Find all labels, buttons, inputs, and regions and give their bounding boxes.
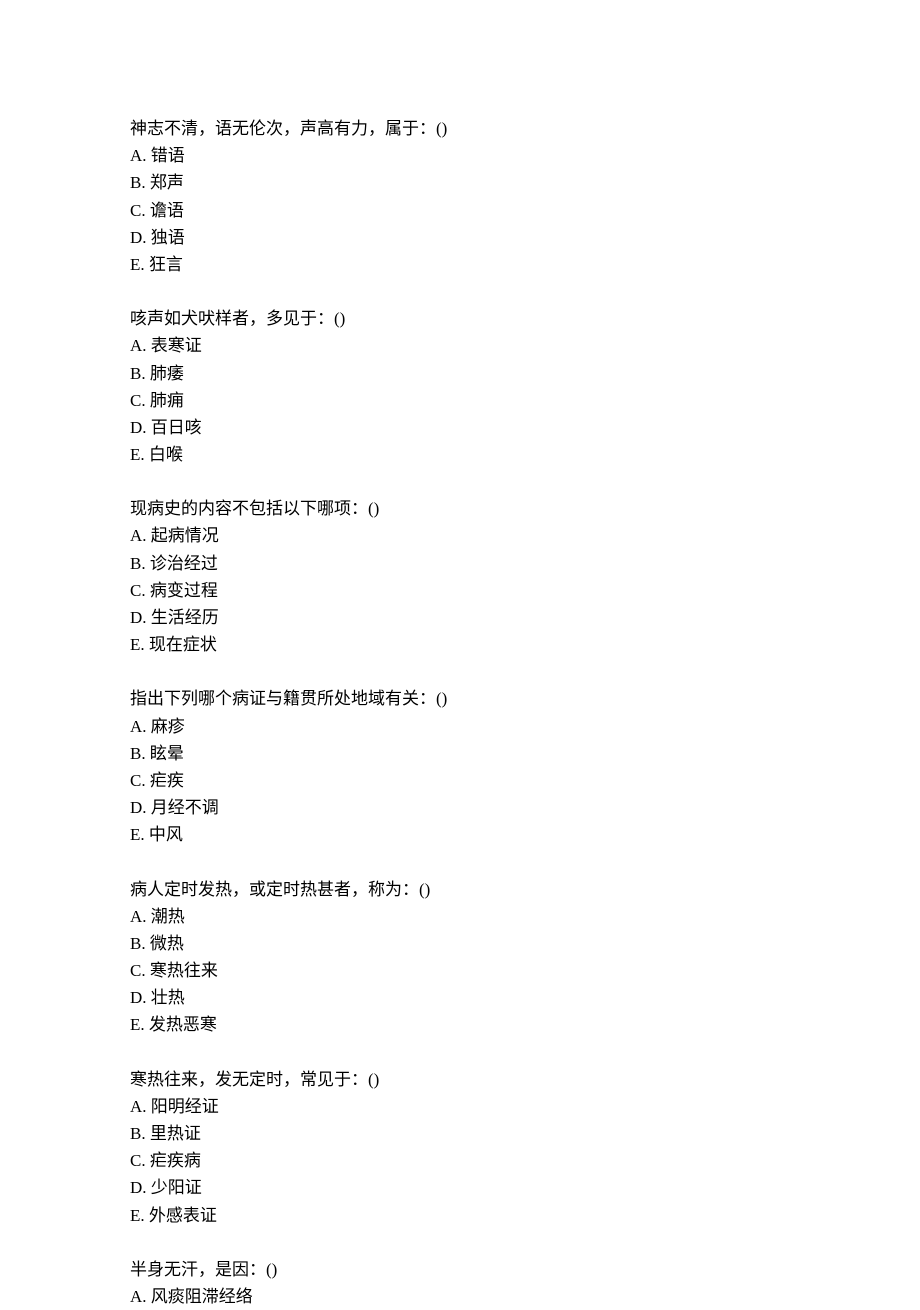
- option-e: E. 中风: [130, 821, 790, 848]
- option-b: B. 里热证: [130, 1120, 790, 1147]
- option-a: A. 起病情况: [130, 522, 790, 549]
- option-b: B. 肺痿: [130, 360, 790, 387]
- option-d: D. 壮热: [130, 984, 790, 1011]
- option-d: D. 百日咳: [130, 414, 790, 441]
- option-e: E. 外感表证: [130, 1202, 790, 1229]
- question-block-1: 神志不清，语无伦次，声高有力，属于：() A. 错语 B. 郑声 C. 谵语 D…: [130, 115, 790, 278]
- option-d: D. 少阳证: [130, 1174, 790, 1201]
- option-a: A. 麻疹: [130, 713, 790, 740]
- option-b: B. 眩晕: [130, 740, 790, 767]
- question-stem: 现病史的内容不包括以下哪项：(): [130, 495, 790, 522]
- option-e: E. 发热恶寒: [130, 1011, 790, 1038]
- question-block-4: 指出下列哪个病证与籍贯所处地域有关：() A. 麻疹 B. 眩晕 C. 疟疾 D…: [130, 685, 790, 848]
- question-block-2: 咳声如犬吠样者，多见于：() A. 表寒证 B. 肺痿 C. 肺痈 D. 百日咳…: [130, 305, 790, 468]
- option-c: C. 疟疾病: [130, 1147, 790, 1174]
- option-e: E. 现在症状: [130, 631, 790, 658]
- option-a: A. 风痰阻滞经络: [130, 1283, 790, 1310]
- question-stem: 指出下列哪个病证与籍贯所处地域有关：(): [130, 685, 790, 712]
- question-stem: 半身无汗，是因：(): [130, 1256, 790, 1283]
- option-c: C. 谵语: [130, 197, 790, 224]
- question-stem: 咳声如犬吠样者，多见于：(): [130, 305, 790, 332]
- question-block-3: 现病史的内容不包括以下哪项：() A. 起病情况 B. 诊治经过 C. 病变过程…: [130, 495, 790, 658]
- option-b: B. 诊治经过: [130, 550, 790, 577]
- question-stem: 寒热往来，发无定时，常见于：(): [130, 1066, 790, 1093]
- option-d: D. 独语: [130, 224, 790, 251]
- option-d: D. 月经不调: [130, 794, 790, 821]
- option-b: B. 郑声: [130, 169, 790, 196]
- option-c: C. 疟疾: [130, 767, 790, 794]
- question-stem: 神志不清，语无伦次，声高有力，属于：(): [130, 115, 790, 142]
- option-a: A. 错语: [130, 142, 790, 169]
- option-a: A. 阳明经证: [130, 1093, 790, 1120]
- question-block-5: 病人定时发热，或定时热甚者，称为：() A. 潮热 B. 微热 C. 寒热往来 …: [130, 876, 790, 1039]
- option-e: E. 狂言: [130, 251, 790, 278]
- option-c: C. 肺痈: [130, 387, 790, 414]
- option-a: A. 潮热: [130, 903, 790, 930]
- option-c: C. 病变过程: [130, 577, 790, 604]
- option-b: B. 微热: [130, 930, 790, 957]
- option-c: C. 寒热往来: [130, 957, 790, 984]
- option-a: A. 表寒证: [130, 332, 790, 359]
- question-stem: 病人定时发热，或定时热甚者，称为：(): [130, 876, 790, 903]
- option-d: D. 生活经历: [130, 604, 790, 631]
- option-e: E. 白喉: [130, 441, 790, 468]
- question-block-6: 寒热往来，发无定时，常见于：() A. 阳明经证 B. 里热证 C. 疟疾病 D…: [130, 1066, 790, 1229]
